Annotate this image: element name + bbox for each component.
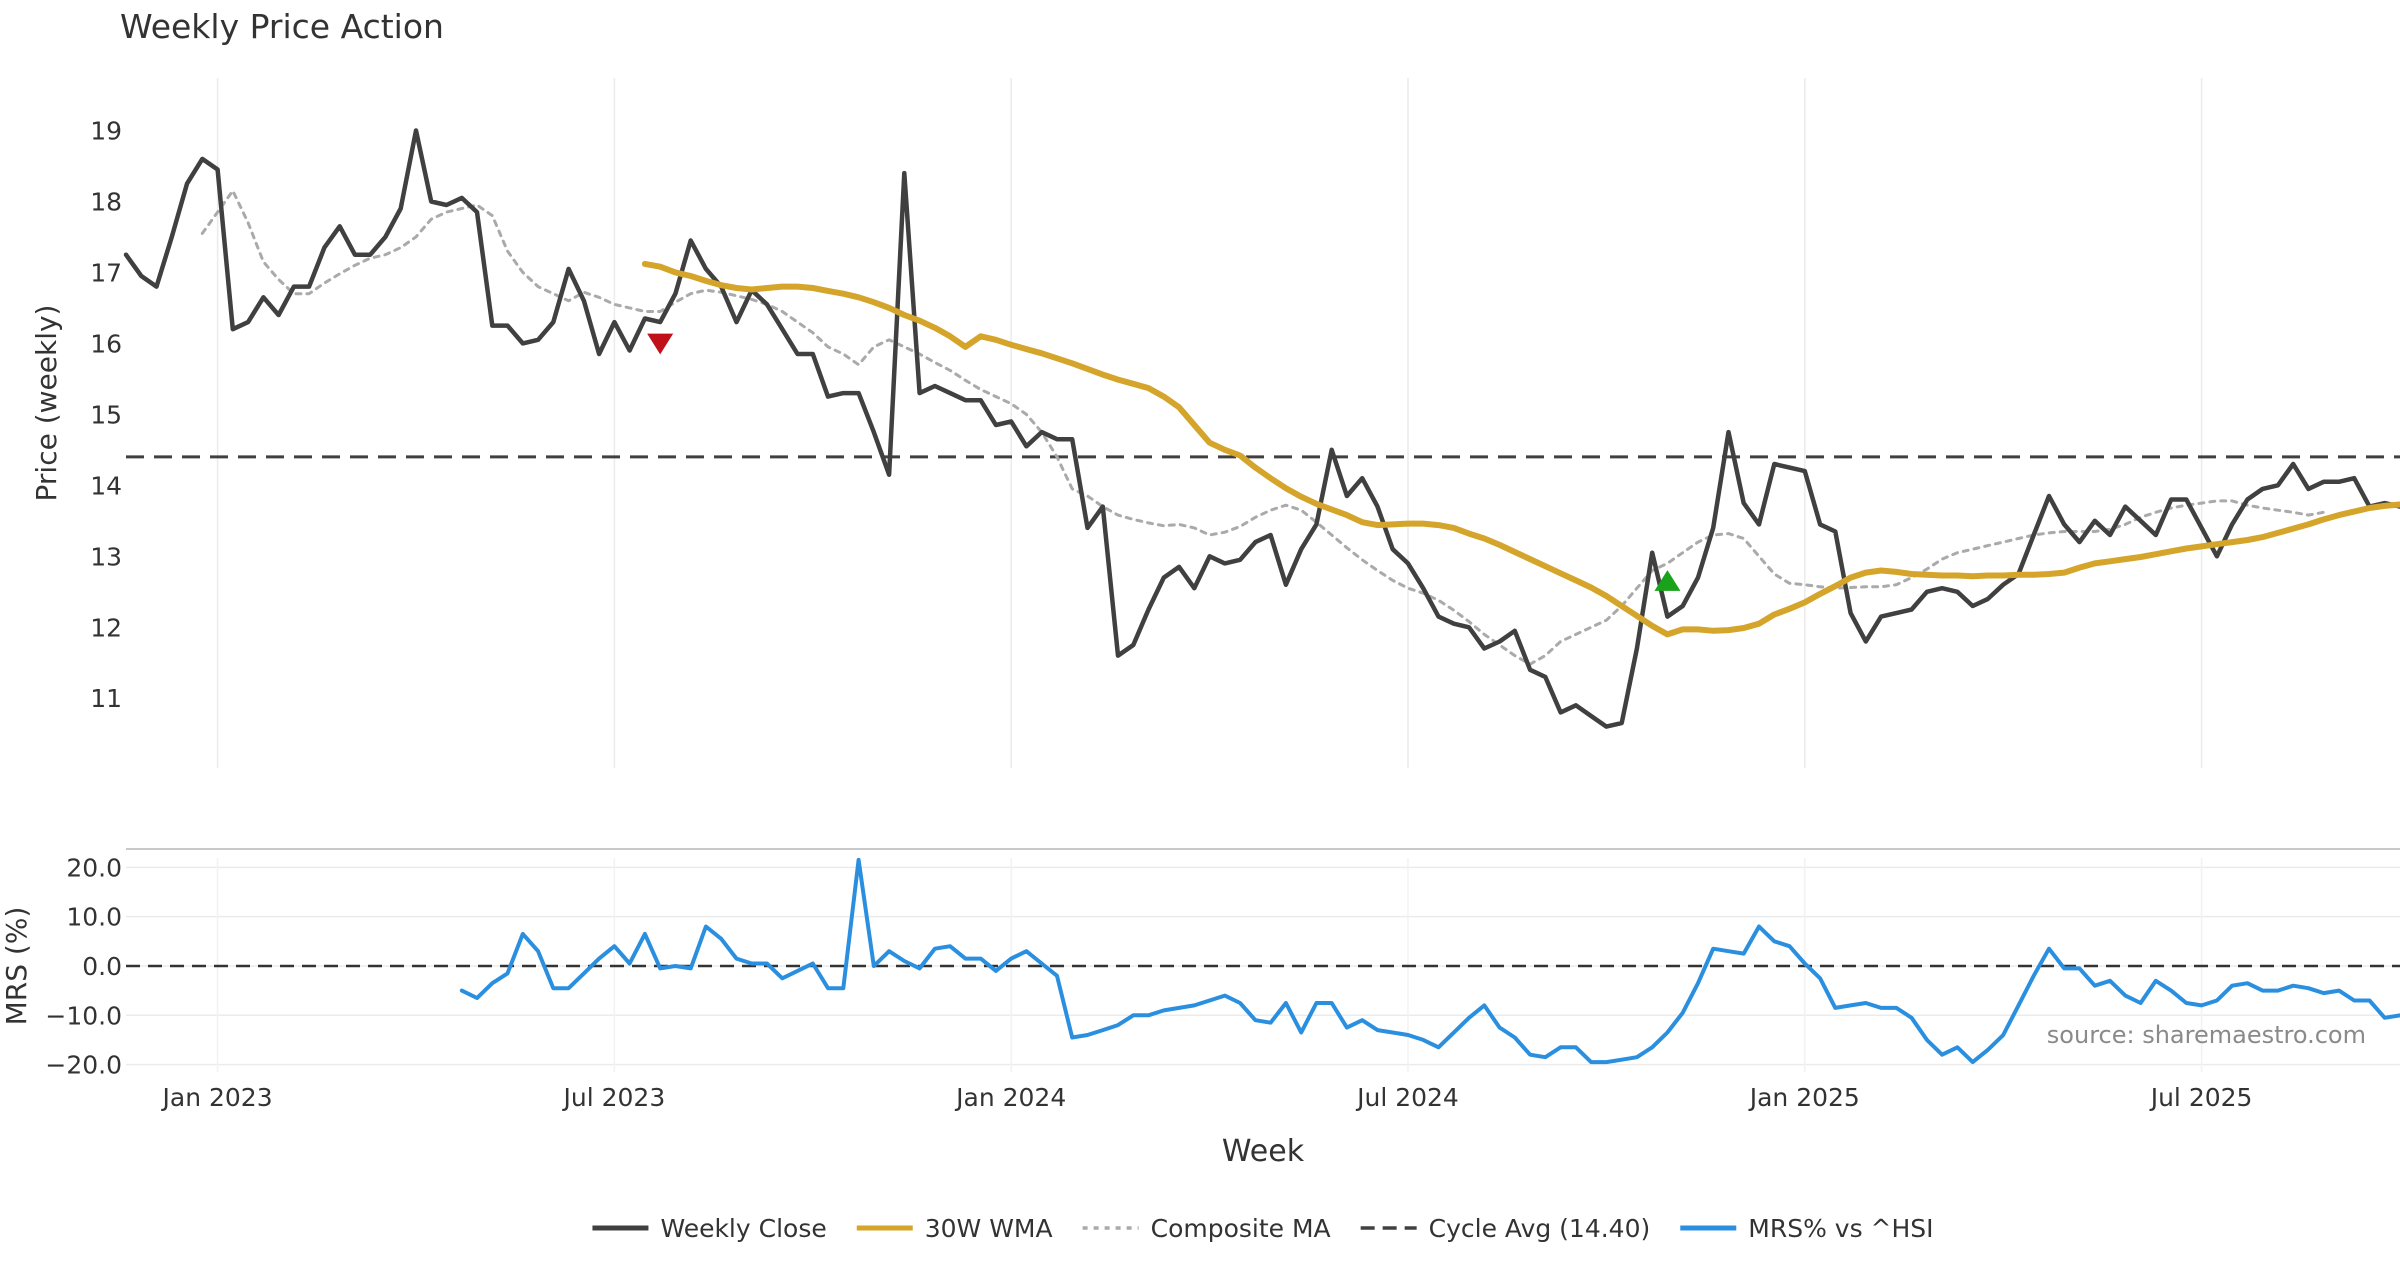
mrs-y-tick-label: −10.0 [45,1001,122,1030]
price-y-tick-label: 14 [90,471,122,500]
price-y-axis-label: Price (weekly) [30,305,63,502]
mrs-y-tick-label: 20.0 [66,853,122,882]
x-tick-label: Jan 2024 [954,1083,1066,1112]
wma-line [641,260,2400,638]
price-y-tick-label: 13 [90,542,122,571]
x-tick-label: Jul 2025 [2149,1083,2253,1112]
price-y-tick-label: 15 [90,400,122,429]
mrs-y-tick-label: 10.0 [66,903,122,932]
price-y-tick-label: 19 [90,116,122,145]
mrs-line [459,857,2400,1065]
mrs-y-axis: 20.0 10.0 0.0 −10.0 −20.0 [45,853,122,1079]
price-y-tick-label: 11 [90,684,122,713]
mrs-y-tick-label: −20.0 [45,1051,122,1080]
legend-label: MRS% vs ^HSI [1748,1214,1933,1243]
x-tick-label: Jul 2024 [1355,1083,1459,1112]
sell-signal-marker [647,333,674,355]
comp-line [200,189,2326,666]
mrs-y-axis-label: MRS (%) [0,907,33,1026]
price-y-tick-label: 17 [90,258,122,287]
chart-legend: Weekly Close 30W WMA Composite MA Cycle Avg… [592,1214,1934,1243]
x-tick-label: Jul 2023 [562,1083,666,1112]
mrs-y-tick-label: 0.0 [82,952,122,981]
close-line [123,128,2400,729]
signal-markers [647,333,1681,591]
x-tick-label: Jan 2025 [1748,1083,1860,1112]
x-tick-label: Jan 2023 [161,1083,273,1112]
buy-signal-marker [1654,570,1681,591]
price-series [123,128,2400,729]
price-y-tick-label: 12 [90,613,122,642]
price-y-tick-label: 18 [90,187,122,216]
legend-label: Weekly Close [660,1214,826,1243]
price-y-tick-label: 16 [90,329,122,358]
mrs-series [459,857,2400,1065]
legend-label: 30W WMA [925,1214,1053,1243]
legend-label: Composite MA [1151,1214,1331,1243]
x-axis-ticks: Jan 2023 Jul 2023 Jan 2024 Jul 2024 Jan 2025… [161,1083,2253,1112]
legend-label: Cycle Avg (14.40) [1429,1214,1651,1243]
price-y-axis: 11 12 13 14 15 16 17 18 19 [90,116,122,713]
source-note: source: sharemaestro.com [2047,1021,2366,1049]
chart-title: Weekly Price Action [120,7,444,46]
x-axis-label: Week [1222,1134,1305,1169]
